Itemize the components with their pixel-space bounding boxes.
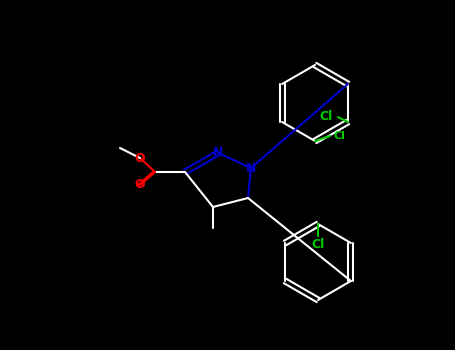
Text: O: O <box>135 152 145 164</box>
Text: O: O <box>135 178 145 191</box>
Text: N: N <box>213 147 223 160</box>
Text: Cl: Cl <box>333 131 345 141</box>
Text: N: N <box>246 161 256 175</box>
Text: Cl: Cl <box>320 111 333 124</box>
Text: Cl: Cl <box>311 238 324 251</box>
